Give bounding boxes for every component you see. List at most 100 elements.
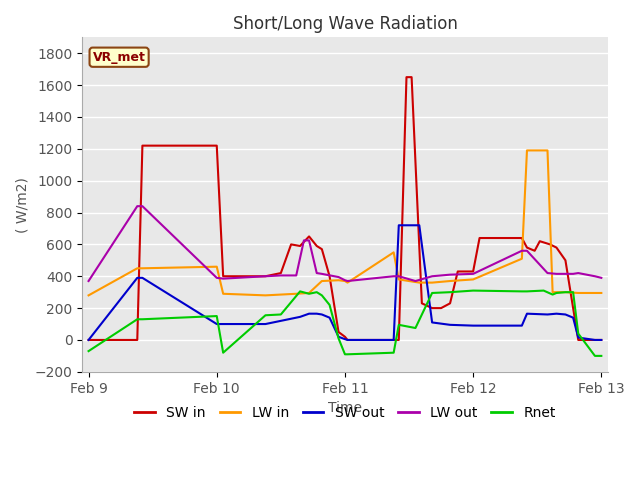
LW out <box>469 271 477 277</box>
SW out <box>598 337 605 343</box>
Rnet <box>561 289 569 295</box>
Rnet <box>552 290 560 296</box>
LW in <box>133 265 141 271</box>
SW out <box>523 311 531 317</box>
LW in <box>575 290 582 296</box>
SW out <box>84 337 92 343</box>
Rnet <box>213 313 221 319</box>
SW out <box>552 311 560 317</box>
SW in <box>428 305 436 311</box>
Rnet <box>262 312 269 318</box>
Rnet <box>591 353 599 359</box>
LW in <box>292 291 300 297</box>
LW out <box>344 278 351 284</box>
LW in <box>220 291 227 297</box>
LW out <box>570 271 577 277</box>
SW out <box>326 315 333 321</box>
SW out <box>415 222 423 228</box>
LW in <box>548 289 556 295</box>
SW in <box>344 337 351 343</box>
SW in <box>552 245 560 251</box>
LW out <box>305 238 313 243</box>
SW out <box>341 336 349 342</box>
SW in <box>403 74 410 80</box>
LW in <box>390 250 397 255</box>
Rnet <box>390 350 397 356</box>
Line: LW in: LW in <box>88 150 602 295</box>
LW out <box>395 274 403 279</box>
LW in <box>305 290 313 296</box>
LW in <box>598 290 605 296</box>
SW in <box>326 274 333 279</box>
SW in <box>570 305 577 311</box>
SW in <box>469 269 477 275</box>
LW out <box>292 273 300 278</box>
LW in <box>277 292 285 298</box>
Rnet <box>395 322 403 328</box>
SW in <box>133 337 141 343</box>
SW out <box>220 321 227 327</box>
Rnet <box>277 312 285 317</box>
SW out <box>469 323 477 328</box>
SW in <box>335 329 342 335</box>
LW in <box>262 292 269 298</box>
SW in <box>476 235 483 241</box>
SW out <box>395 222 403 228</box>
SW out <box>575 335 582 340</box>
LW out <box>575 270 582 276</box>
SW out <box>570 315 577 321</box>
LW out <box>390 274 397 279</box>
Rnet <box>570 289 577 295</box>
Rnet <box>326 302 333 308</box>
Rnet <box>139 316 147 322</box>
SW in <box>531 248 538 253</box>
SW in <box>408 74 415 80</box>
LW out <box>341 277 349 283</box>
Title: Short/Long Wave Radiation: Short/Long Wave Radiation <box>232 15 458 33</box>
LW out <box>518 248 525 253</box>
SW in <box>139 143 147 148</box>
LW in <box>543 147 551 153</box>
LW out <box>220 276 227 281</box>
Rnet <box>469 288 477 293</box>
Rnet <box>523 288 531 294</box>
Rnet <box>548 292 556 298</box>
LW out <box>300 238 308 243</box>
LW out <box>523 248 531 253</box>
Rnet <box>335 336 342 341</box>
SW out <box>344 337 351 343</box>
Line: Rnet: Rnet <box>88 290 602 356</box>
LW out <box>591 274 599 279</box>
SW out <box>305 311 313 317</box>
LW in <box>395 276 403 282</box>
SW in <box>418 300 426 306</box>
Line: LW out: LW out <box>88 206 602 281</box>
Rnet <box>598 353 605 359</box>
LW out <box>84 278 92 284</box>
SW in <box>341 334 349 340</box>
SW out <box>561 312 569 317</box>
SW in <box>591 337 599 343</box>
LW in <box>344 280 351 286</box>
LW out <box>552 271 560 277</box>
Rnet <box>313 289 321 295</box>
Rnet <box>133 316 141 322</box>
Rnet <box>318 292 326 298</box>
LW out <box>133 204 141 209</box>
SW out <box>262 321 269 327</box>
SW out <box>318 312 326 317</box>
LW in <box>341 278 349 284</box>
LW in <box>139 265 147 271</box>
SW in <box>536 239 543 244</box>
LW in <box>446 278 454 284</box>
SW out <box>390 337 397 343</box>
LW in <box>84 292 92 298</box>
SW out <box>296 314 304 320</box>
LW out <box>446 272 454 277</box>
SW in <box>213 143 221 148</box>
SW out <box>277 318 285 324</box>
Rnet <box>344 351 351 357</box>
LW out <box>412 278 419 284</box>
SW out <box>446 322 454 328</box>
LW in <box>318 278 326 284</box>
